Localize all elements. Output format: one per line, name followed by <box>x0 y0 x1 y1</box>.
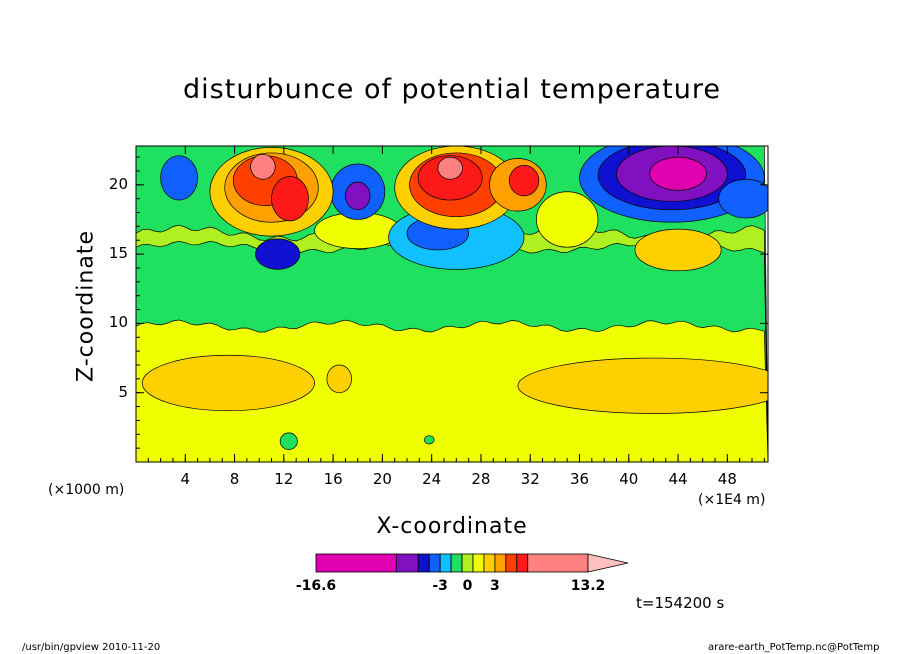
x-tick-label: 4 <box>180 470 191 488</box>
colorbar-label-3: 3 <box>490 578 500 594</box>
contour-region-6 <box>326 364 352 394</box>
contour-region-5 <box>517 357 768 414</box>
contour-region-3 <box>136 319 768 462</box>
colorbar-segment-6 <box>461 553 474 573</box>
colorbar-extend-arrow <box>587 553 629 573</box>
contour-region-17 <box>160 155 198 201</box>
y-axis-label: Z-coordinate <box>73 230 99 382</box>
colorbar-segment-0 <box>315 553 397 573</box>
footer-program-info: /usr/bin/gpview 2010-11-20 <box>22 642 161 653</box>
contour-region-4 <box>141 354 315 412</box>
plot-frame <box>135 145 769 463</box>
colorbar-segment-11 <box>516 553 529 573</box>
y-axis-unit: (×1000 m) <box>48 482 125 498</box>
contour-region-27 <box>437 156 463 180</box>
contour-region-8 <box>423 435 435 445</box>
y-tick-label: 5 <box>118 382 128 401</box>
x-tick-label: 32 <box>520 470 540 488</box>
contour-region-7 <box>279 432 298 450</box>
colorbar-segment-8 <box>483 553 496 573</box>
x-tick-label: 48 <box>717 470 737 488</box>
x-tick-label: 36 <box>569 470 590 488</box>
chart-title: disturbunce of potential temperature <box>183 74 721 105</box>
x-tick-label: 40 <box>619 470 639 488</box>
x-tick-label: 12 <box>274 470 294 488</box>
x-tick-label: 24 <box>422 470 442 488</box>
colorbar-label-0: -16.6 <box>295 578 337 594</box>
contour-region-33 <box>649 156 707 191</box>
x-tick-label: 44 <box>668 470 688 488</box>
colorbar-label-1: -3 <box>432 578 448 594</box>
colorbar-segment-12 <box>527 553 589 573</box>
colorbar <box>315 553 629 573</box>
colorbar-segment-1 <box>395 553 419 573</box>
x-axis-unit: (×1E4 m) <box>698 492 766 508</box>
contour-field <box>136 146 768 462</box>
axis-ticks <box>136 146 768 462</box>
contour-region-9 <box>634 228 722 272</box>
contour-region-16 <box>345 181 371 211</box>
x-tick-label: 16 <box>323 470 343 488</box>
colorbar-segment-10 <box>505 553 518 573</box>
y-tick-label: 20 <box>108 174 128 193</box>
contour-region-29 <box>508 165 540 197</box>
x-tick-label: 28 <box>471 470 491 488</box>
contour-region-23 <box>250 153 276 180</box>
colorbar-segment-5 <box>450 553 463 573</box>
contour-region-22 <box>271 176 309 222</box>
contour-region-34 <box>718 178 768 219</box>
colorbar-segment-4 <box>439 553 452 573</box>
colorbar-segment-7 <box>472 553 485 573</box>
contour-region-10 <box>536 191 599 248</box>
colorbar-label-4: 13.2 <box>570 578 606 594</box>
time-annotation: t=154200 s <box>636 594 725 612</box>
x-axis-label: X-coordinate <box>376 514 528 539</box>
y-tick-label: 15 <box>108 244 128 263</box>
colorbar-segment-2 <box>417 553 430 573</box>
y-tick-label: 10 <box>108 313 128 332</box>
colorbar-segment-9 <box>494 553 507 573</box>
colorbar-label-2: 0 <box>462 578 473 594</box>
x-tick-label: 8 <box>229 470 240 488</box>
colorbar-segment-3 <box>428 553 441 573</box>
x-tick-label: 20 <box>372 470 392 488</box>
footer-file-info: arare-earth_PotTemp.nc@PotTemp <box>708 642 880 653</box>
contour-region-12 <box>255 238 301 270</box>
